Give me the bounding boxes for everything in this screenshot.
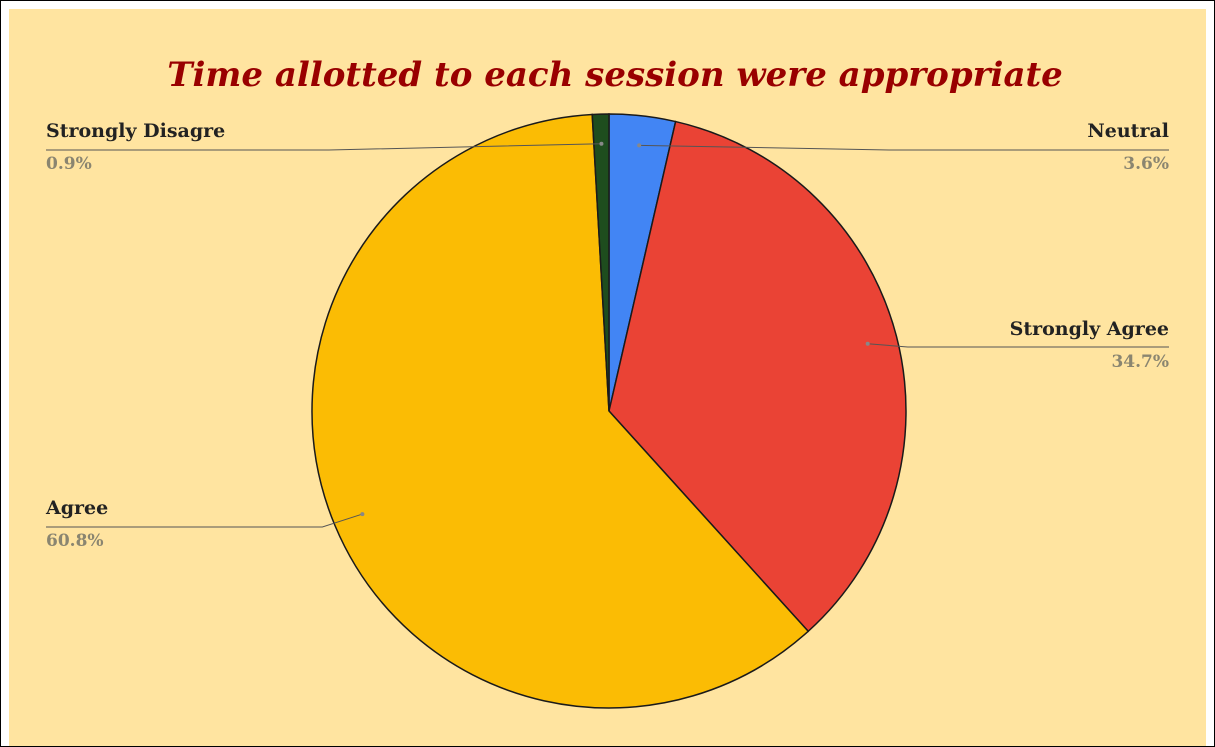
- leader-line-strongly-disagre: [46, 143, 602, 151]
- chart-area: Time allotted to each session were appro…: [9, 9, 1206, 746]
- slice-category-label: Neutral: [1087, 120, 1169, 142]
- pie-chart-svg: Time allotted to each session were appro…: [45, 55, 1169, 709]
- slice-percent-label: 60.8%: [46, 531, 104, 551]
- pie-slice-strongly-agree: [608, 120, 907, 633]
- leader-line-agree: [46, 513, 363, 528]
- slice-category-label: Strongly Agree: [1010, 318, 1169, 340]
- leader-anchor-dot: [599, 141, 604, 146]
- leader-anchor-dot: [360, 512, 365, 517]
- slice-percent-label: 34.7%: [1111, 352, 1169, 372]
- leader-anchor-dot: [865, 341, 870, 346]
- slice-percent-label: 3.6%: [1123, 154, 1169, 174]
- pie-slice-agree: [311, 113, 810, 709]
- leader-line-strongly-agree: [867, 343, 1169, 348]
- slice-percent-label: 0.9%: [46, 154, 92, 174]
- pie-slice-strongly-disagre: [591, 113, 610, 412]
- leader-line-neutral: [639, 144, 1169, 151]
- leader-lines: [46, 141, 1169, 528]
- slice-category-label: Strongly Disagre: [46, 120, 225, 142]
- pie-slices: [311, 113, 907, 709]
- slice-labels: Neutral 3.6% Strongly Agree 34.7% Agree 60.8%…: [45, 120, 1169, 551]
- slice-category-label: Agree: [45, 497, 108, 519]
- chart-title: Time allotted to each session were appro…: [167, 55, 1063, 95]
- leader-anchor-dot: [637, 143, 642, 148]
